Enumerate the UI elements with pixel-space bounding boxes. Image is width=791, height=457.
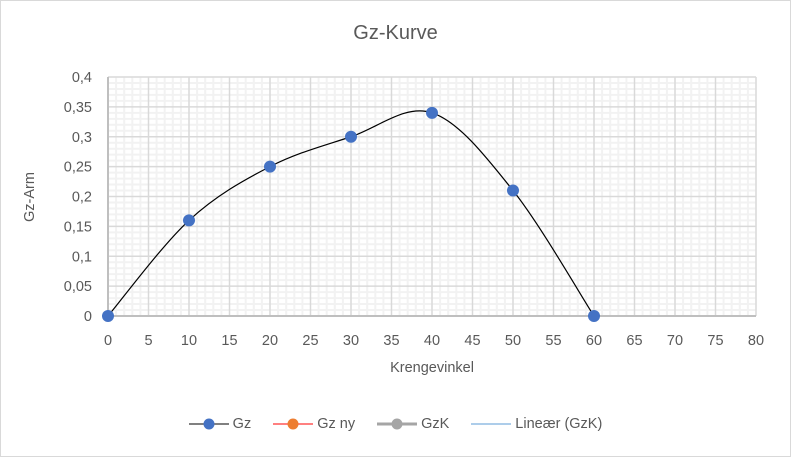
svg-text:35: 35 [383,333,399,349]
svg-text:25: 25 [302,333,318,349]
svg-text:70: 70 [667,333,683,349]
data-point[interactable] [588,310,600,322]
legend-label: Gz ny [317,416,356,432]
legend-marker-gzk-icon [377,418,418,430]
svg-text:5: 5 [144,333,152,349]
svg-text:10: 10 [181,333,197,349]
svg-text:60: 60 [586,333,602,349]
svg-text:65: 65 [626,333,642,349]
data-point[interactable] [102,310,114,322]
svg-text:0,25: 0,25 [64,160,92,176]
legend-marker-gz-icon [188,418,229,430]
svg-text:40: 40 [424,333,440,349]
data-point[interactable] [183,214,195,227]
legend-label: GzK [421,416,450,432]
legend: Gz Gz ny GzK Lineær (GzK) [0,416,791,432]
svg-text:0,3: 0,3 [72,130,92,146]
legend-item-linear-gzk[interactable]: Lineær (GzK) [471,416,602,432]
svg-text:45: 45 [464,333,480,349]
svg-text:0,2: 0,2 [72,190,92,206]
data-point[interactable] [345,130,357,143]
series-gz-markers [102,106,600,322]
chart-title: Gz-Kurve [353,22,438,44]
x-axis-label: Krengevinkel [390,360,474,376]
legend-item-gzk[interactable]: GzK [377,416,449,432]
svg-text:0,35: 0,35 [64,100,92,116]
legend-label: Lineær (GzK) [515,416,603,432]
data-point[interactable] [264,160,276,173]
y-axis-ticks: 0 0,05 0,1 0,15 0,2 0,25 0,3 0,35 0,4 [64,70,92,325]
svg-text:0: 0 [84,309,92,325]
svg-text:55: 55 [545,333,561,349]
svg-text:50: 50 [505,333,521,349]
legend-item-gz[interactable]: Gz [188,416,252,432]
svg-text:30: 30 [343,333,359,349]
legend-item-gz-ny[interactable]: Gz ny [273,416,355,432]
legend-marker-gz-ny-icon [273,418,314,430]
legend-label: Gz [232,416,252,432]
axes [107,77,756,317]
svg-text:15: 15 [221,333,237,349]
svg-text:80: 80 [748,333,764,349]
legend-marker-trendline-icon [471,418,512,430]
svg-text:0: 0 [104,333,112,349]
svg-text:75: 75 [707,333,723,349]
data-point[interactable] [426,106,438,119]
svg-text:0,15: 0,15 [64,219,92,235]
svg-text:0,4: 0,4 [72,70,92,86]
svg-text:0,1: 0,1 [72,249,92,265]
svg-text:0,05: 0,05 [64,279,92,295]
x-axis-ticks: 0 5 10 15 20 25 30 35 40 45 50 55 60 65 70 75 80 [104,333,764,349]
data-point[interactable] [507,184,519,197]
svg-text:20: 20 [262,333,278,349]
